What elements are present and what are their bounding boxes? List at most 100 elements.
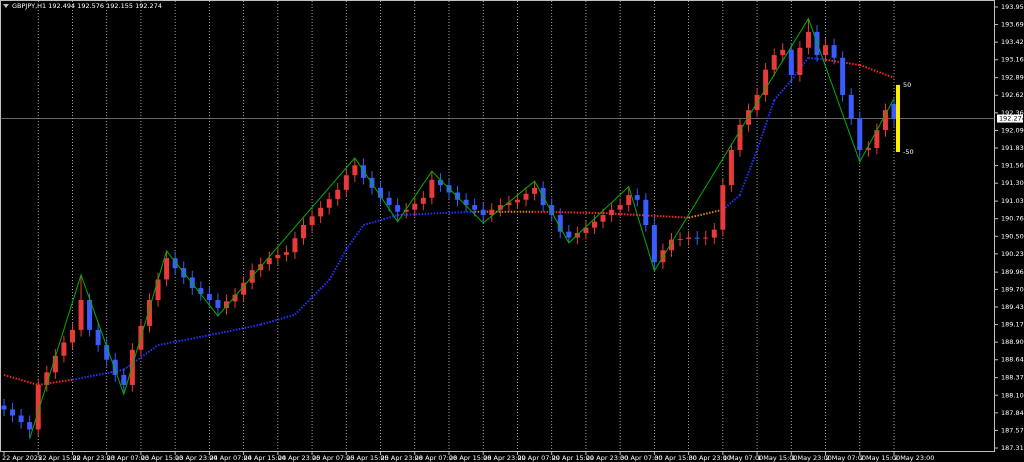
x-tick-label: 28 Apr 23:00: [483, 454, 525, 462]
y-tick-label: 193.160: [1001, 56, 1024, 64]
candle-body: [352, 165, 358, 176]
y-tick-label: 190.765: [1001, 215, 1024, 223]
gauge-bar: [896, 84, 900, 152]
candle-body: [104, 345, 110, 360]
candle-body: [805, 31, 811, 48]
candle-body: [848, 94, 854, 119]
candle-body: [232, 294, 238, 302]
y-tick-label: 189.960: [1001, 268, 1024, 276]
candle-body: [44, 372, 50, 385]
candle-body: [318, 207, 324, 217]
candle-body: [514, 199, 520, 203]
candle-body: [669, 239, 674, 251]
y-tick-label: 187.575: [1001, 426, 1024, 434]
x-tick-label: 23 Apr 07:00: [107, 454, 149, 462]
candle-body: [711, 229, 717, 238]
x-tick-label: 2 May 15:00: [860, 454, 900, 462]
candle-body: [840, 57, 846, 95]
candle-body: [121, 375, 127, 385]
y-tick-label: 188.370: [1001, 374, 1024, 382]
y-tick-label: 187.840: [1001, 409, 1024, 417]
x-tick-label: 25 Apr 15:00: [346, 454, 388, 462]
y-tick-label: 192.360: [1001, 109, 1024, 117]
candle-body: [146, 300, 152, 326]
candle-body: [831, 45, 837, 58]
y-tick-label: 193.955: [1001, 3, 1024, 11]
y-tick-label: 190.235: [1001, 250, 1024, 258]
chart-title: GBPJPY,H1 192.494 192.576 192.155 192.27…: [12, 2, 162, 10]
y-tick-label: 188.905: [1001, 338, 1024, 346]
candle-body: [412, 203, 418, 210]
candle-body: [823, 45, 829, 56]
candle-body: [549, 205, 555, 216]
moving-average-segment: [859, 64, 895, 79]
candle-body: [463, 199, 469, 206]
y-tick-label: 192.095: [1001, 126, 1024, 134]
symbol-menu-arrow[interactable]: [3, 4, 9, 8]
y-tick-label: 188.640: [1001, 356, 1024, 364]
candle-body: [686, 237, 692, 239]
candle-body: [737, 124, 743, 151]
candle-body: [129, 349, 135, 385]
x-tick-label: 25 Apr 07:00: [312, 454, 354, 462]
candle-body: [566, 231, 572, 238]
moving-average-segment: [773, 79, 793, 101]
candle-body: [591, 221, 597, 228]
current-price-label: 192.274: [999, 115, 1024, 123]
candle-body: [61, 342, 67, 356]
candle-body: [857, 118, 863, 151]
x-tick-label: 23 Apr 15:00: [141, 454, 183, 462]
moving-average-segment: [123, 344, 159, 371]
y-tick-label: 191.565: [1001, 162, 1024, 170]
candle-body: [1, 405, 7, 410]
moving-average-segment: [739, 149, 759, 196]
candle-body: [164, 258, 170, 280]
x-tick-label: 30 Apr 23:00: [689, 454, 731, 462]
y-tick-label: 189.170: [1001, 321, 1024, 329]
y-tick-label: 191.830: [1001, 144, 1024, 152]
x-tick-label: 29 Apr 15:00: [552, 454, 594, 462]
candle-body: [506, 202, 512, 206]
x-tick-label: 2 May 23:00: [894, 454, 934, 462]
candle-body: [489, 209, 495, 216]
candle-body: [771, 55, 777, 70]
candle-body: [18, 415, 24, 423]
candle-body: [720, 185, 726, 230]
candle-body: [874, 130, 880, 149]
candle-body: [155, 279, 161, 301]
x-tick-label: 30 Apr 07:00: [620, 454, 662, 462]
candle-body: [78, 300, 84, 330]
candle-body: [198, 288, 204, 295]
moving-average-segment: [534, 210, 604, 215]
x-tick-label: 28 Apr 15:00: [449, 454, 491, 462]
x-tick-label: 1 May 23:00: [791, 454, 831, 462]
x-tick-label: 29 Apr 23:00: [586, 454, 628, 462]
gauge-low-label: -50: [903, 148, 914, 156]
y-tick-label: 188.105: [1001, 391, 1024, 399]
candle-body: [112, 359, 118, 376]
candle-body: [634, 195, 640, 200]
candle-body: [35, 384, 41, 430]
y-tick-label: 191.030: [1001, 197, 1024, 205]
x-tick-label: 28 Apr 07:00: [415, 454, 457, 462]
candle-body: [343, 175, 349, 190]
moving-average-segment: [294, 279, 330, 316]
candle-body: [882, 110, 888, 131]
candle-body: [600, 215, 606, 222]
candle-body: [172, 258, 178, 269]
candle-body: [497, 205, 503, 210]
candle-body: [788, 49, 794, 76]
candle-body: [386, 197, 392, 206]
x-tick-label: 22 Apr 2025: [2, 454, 42, 462]
candle-body: [480, 209, 486, 216]
x-tick-label: 24 Apr 07:00: [209, 454, 251, 462]
candle-body: [95, 329, 101, 346]
candle-body: [224, 301, 229, 308]
candle-body: [651, 225, 657, 263]
candle-body: [763, 69, 769, 95]
candle-body: [437, 179, 443, 186]
x-tick-label: 22 Apr 15:00: [38, 454, 80, 462]
candle-body: [283, 252, 289, 255]
moving-average-segment: [722, 194, 741, 211]
